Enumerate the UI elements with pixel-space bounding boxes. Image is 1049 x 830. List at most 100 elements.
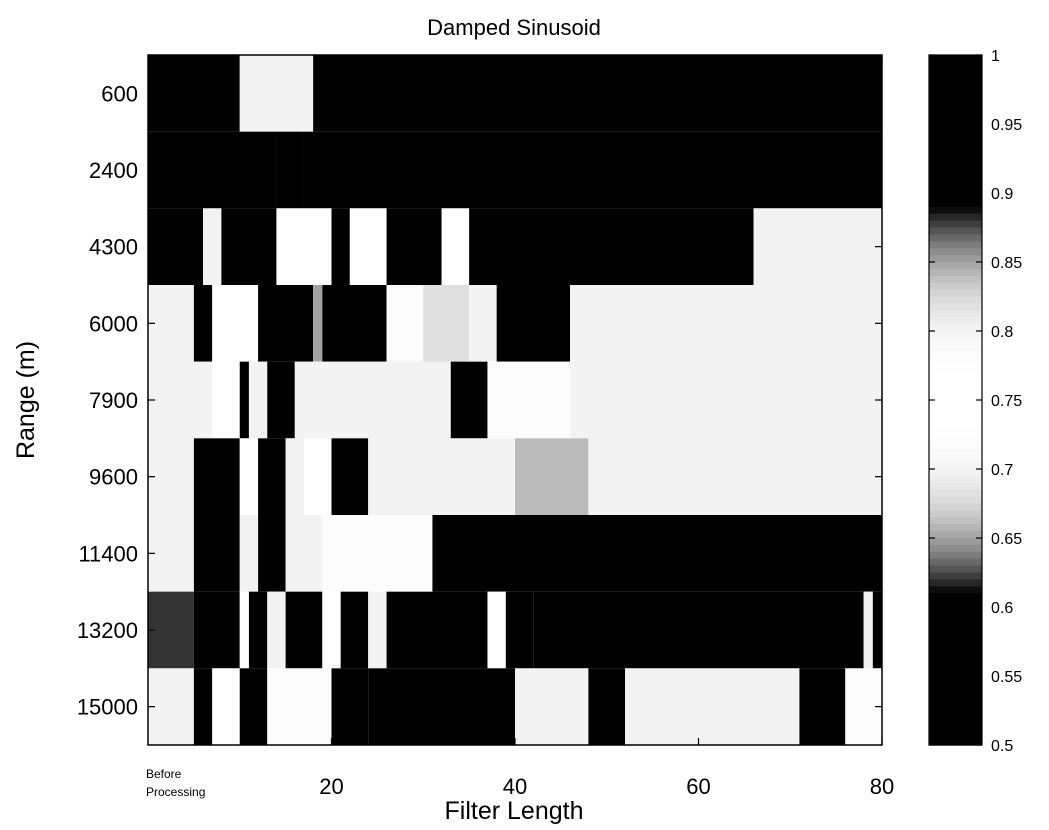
colorbar-swatch [929,213,982,222]
colorbar-swatch [929,613,982,622]
colorbar-swatch [929,531,982,539]
colorbar-swatch [929,344,982,353]
colorbar-swatch [929,165,982,173]
colorbar-swatch [929,676,982,684]
heatmap-cell [267,668,332,745]
heatmap-cell [148,361,213,439]
heatmap-cell [515,438,589,515]
heatmap-cell [423,285,470,362]
heatmap-cell [193,668,213,745]
colorbar-swatch [929,738,982,746]
heatmap-cell [193,515,240,592]
colorbar-swatch [929,689,982,698]
x-tick-label: 20 [319,774,343,799]
colorbar-tick-label: 0.65 [991,531,1022,548]
colorbar-swatch [929,538,982,546]
colorbar-swatch [929,358,982,367]
colorbar-swatch [929,103,982,111]
chart-title: Damped Sinusoid [427,15,601,40]
heatmap-cell [340,591,369,669]
heatmap-cell [799,668,846,745]
colorbar-swatch [929,158,982,166]
colorbar-swatch [929,303,982,311]
heatmap-cell [267,361,295,439]
y-tick-label: 7900 [89,388,138,413]
colorbar-swatch [929,82,982,91]
heatmap-cell [148,438,194,515]
heatmap-cell [368,591,387,669]
colorbar-swatch [929,510,982,518]
heatmap-cell [239,361,249,439]
colorbar-swatch [929,351,982,360]
colorbar-swatch [929,55,982,63]
heatmap-cell [239,438,259,515]
y-tick-label: 4300 [89,235,138,260]
colorbar-swatch [929,703,982,712]
heatmap-cell [258,515,286,592]
colorbar-swatch [929,572,982,580]
colorbar-swatch [929,448,982,456]
heatmap-cell [588,438,882,515]
heatmap-cell [294,361,451,439]
heatmap-cell [469,285,497,362]
colorbar-swatch [929,268,982,277]
heatmap-cell [588,668,626,745]
colorbar-swatch [929,331,982,339]
colorbar-swatch [929,324,982,332]
heatmap-cell [570,361,882,439]
colorbar-swatch [929,455,982,463]
y-tick-label: 9600 [89,465,138,490]
colorbar-tick-label: 0.9 [991,186,1013,203]
heatmap-cell [239,668,268,745]
colorbar-swatch [929,262,982,270]
heatmap-cells [148,55,883,745]
colorbar-swatch [929,634,982,643]
heatmap-cell [625,668,717,745]
heatmap-cell [515,668,589,745]
colorbar-swatch [929,503,982,511]
colorbar-swatch [929,655,982,663]
colorbar-swatch [929,255,982,263]
colorbar-swatch [929,310,982,318]
colorbar-swatch [929,496,982,505]
colorbar-swatch [929,469,982,477]
colorbar-swatch [929,696,982,705]
colorbar-tick-label: 0.95 [991,117,1022,134]
colorbar-swatch [929,296,982,304]
heatmap-cell [239,515,259,592]
heatmap-cell [285,515,323,592]
heatmap-cell [863,591,873,669]
x-tick-label: 40 [503,774,527,799]
colorbar-swatch [929,420,982,429]
x-ticks: 20 40 60 80 Before Processing [146,55,894,799]
heatmap-cell [148,285,194,362]
colorbar-swatch [929,593,982,601]
colorbar-swatch [929,282,982,291]
x-axis-title: Filter Length [445,797,584,825]
heatmap-cell [248,591,268,669]
colorbar-swatch [929,710,982,718]
heatmap-cell [386,285,424,362]
y-tick-label: 15000 [77,695,138,720]
colorbar-swatch [929,248,982,256]
colorbar-swatch [929,68,982,77]
heatmap-cell [148,668,194,745]
colorbar-swatch [929,96,982,104]
colorbar-swatch [929,731,982,739]
colorbar-tick-label: 1 [991,48,1000,65]
colorbar-swatch [929,441,982,449]
heatmap-cell [303,438,332,515]
colorbar-swatch [929,600,982,608]
x-first-tick-label: Processing [146,785,205,799]
colorbar-swatch [929,289,982,298]
heatmap-cell [331,208,350,285]
colorbar-swatch [929,227,982,235]
x-tick-label: 80 [870,774,894,799]
colorbar-swatch [929,462,982,470]
heatmap-cell [212,361,240,439]
heatmap-cell [716,668,754,745]
colorbar-swatch [929,275,982,284]
colorbar-swatch [929,137,982,146]
colorbar-tick-label: 0.8 [991,324,1013,341]
